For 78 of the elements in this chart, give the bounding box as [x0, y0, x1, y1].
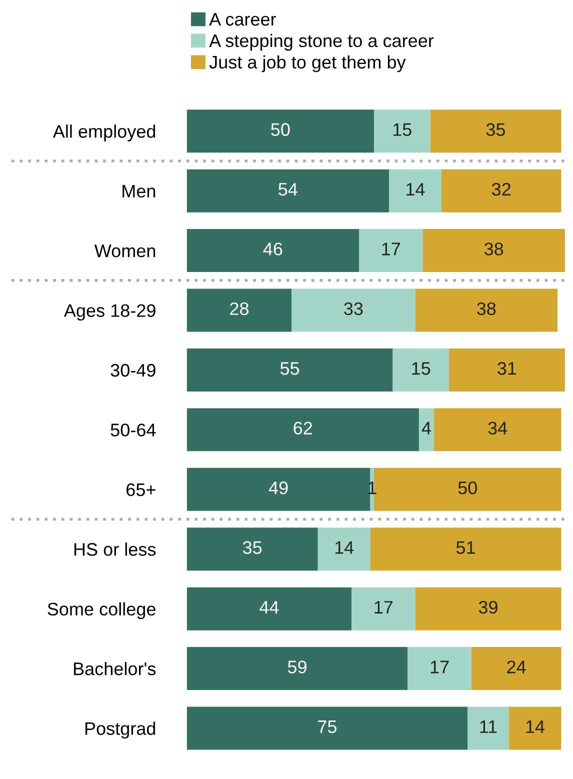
bar	[186, 706, 468, 750]
bar	[186, 110, 374, 153]
data-label: 59	[288, 660, 306, 674]
bar	[415, 288, 558, 332]
data-label: 31	[498, 362, 516, 375]
data-label: 38	[484, 242, 504, 256]
bar	[415, 587, 562, 630]
y-tick-label: Men	[122, 184, 156, 198]
data-label: 14	[406, 183, 425, 196]
data-label: 34	[488, 422, 508, 435]
bar	[186, 587, 352, 630]
bar	[186, 647, 408, 690]
y-tick-label: 65+	[126, 483, 156, 496]
bar	[422, 229, 565, 272]
data-label: 33	[344, 302, 363, 316]
data-label: 46	[263, 242, 282, 256]
data-label: 35	[486, 123, 505, 136]
bar	[448, 348, 565, 392]
bar	[186, 288, 292, 332]
bar	[468, 706, 509, 750]
data-label: 50	[271, 123, 290, 136]
data-label: 28	[230, 302, 248, 316]
data-label: 17	[430, 660, 449, 674]
y-tick-label: Ages 18-29	[64, 304, 156, 321]
y-tick-label: 50-64	[110, 424, 156, 436]
bar	[441, 169, 562, 212]
data-label: 14	[526, 720, 545, 733]
bar	[186, 348, 393, 392]
data-label: 1	[368, 482, 376, 494]
data-label: 11	[480, 720, 497, 733]
y-tick-label: Bachelor's	[74, 662, 156, 676]
bar	[408, 647, 472, 690]
bar	[388, 169, 442, 212]
data-label: 49	[268, 481, 288, 494]
data-label: 50	[458, 481, 477, 494]
bar	[352, 587, 416, 630]
bar	[471, 647, 562, 690]
bar	[186, 408, 419, 452]
y-tick-label: Some college	[48, 602, 156, 620]
data-label: 38	[476, 302, 496, 316]
data-label: 32	[492, 182, 510, 196]
y-tick-label: Women	[94, 244, 156, 258]
data-label: 54	[278, 183, 298, 196]
bar	[359, 229, 423, 272]
data-label: 35	[242, 541, 262, 554]
bar	[418, 408, 434, 452]
bar	[508, 706, 562, 750]
y-tick-label: 30-49	[110, 364, 156, 377]
data-label: 14	[335, 541, 354, 554]
data-label: 55	[280, 362, 300, 375]
bar	[430, 110, 562, 153]
bar	[374, 110, 430, 153]
legend-label: Just a job to get them by	[209, 55, 406, 72]
data-label: 44	[260, 601, 279, 614]
data-label: 51	[456, 541, 475, 554]
bar	[318, 528, 370, 571]
bar	[292, 288, 416, 332]
bar	[370, 528, 562, 571]
data-label: 75	[318, 720, 336, 734]
bar	[186, 229, 360, 272]
y-tick-label: All employed	[52, 124, 156, 142]
data-label: 24	[507, 660, 526, 674]
legend-label: A career	[209, 13, 276, 26]
bar	[186, 528, 318, 571]
data-label: 4	[422, 422, 431, 434]
bar	[186, 468, 370, 511]
legend-label: A stepping stone to a career	[209, 34, 434, 51]
data-label: 17	[374, 601, 393, 614]
y-tick-label: HS or less	[74, 542, 156, 556]
data-label: 62	[294, 422, 312, 435]
data-label: 15	[412, 362, 430, 375]
bar	[434, 408, 562, 452]
data-label: 17	[382, 242, 400, 256]
data-label: 39	[478, 600, 498, 614]
y-tick-label: Postgrad	[85, 722, 156, 739]
bar	[392, 348, 449, 392]
bar	[186, 169, 389, 212]
data-label: 15	[393, 123, 412, 136]
